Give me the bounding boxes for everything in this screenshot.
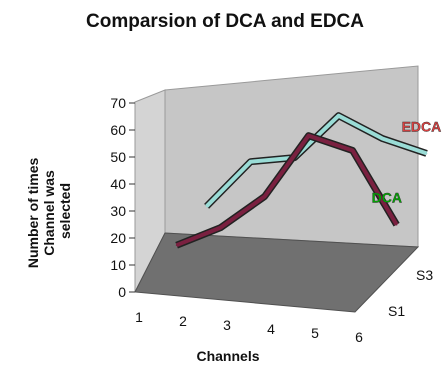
y-tick-label: 10	[110, 257, 126, 273]
data-point-edca	[205, 205, 208, 208]
x-tick-label: 5	[311, 325, 319, 341]
x-axis-title: Channels	[196, 348, 259, 364]
data-point-edca	[249, 160, 252, 163]
y-axis-title-line-1: Number of times	[25, 158, 41, 269]
y-tick-label: 50	[110, 149, 126, 165]
x-tick-label: 2	[179, 313, 187, 329]
data-point-edca	[381, 137, 384, 140]
floor	[134, 232, 420, 313]
x-tick-label: 1	[135, 309, 143, 325]
series-lines	[175, 112, 428, 249]
y-tick-label: 0	[118, 284, 126, 300]
data-point-dca	[175, 244, 178, 246]
y-tick-label: 70	[110, 95, 126, 111]
x-tick-label: 3	[223, 317, 231, 333]
y-axis-title-line-2: Channel was	[41, 170, 57, 256]
y-axis-ticks: 0 10 20 30 40 50 60 70	[110, 95, 135, 300]
y-axis-title: Number of times Channel was selected	[25, 154, 73, 268]
chart-title: Comparsion of DCA and EDCA	[86, 11, 364, 32]
data-point-dca	[395, 223, 398, 226]
data-point-edca	[425, 152, 428, 155]
y-tick-label: 40	[110, 176, 126, 192]
data-point-dca	[263, 195, 266, 198]
data-point-edca	[337, 114, 340, 117]
y-tick-label: 60	[110, 122, 126, 138]
y-tick-label: 20	[110, 230, 126, 246]
y-axis-title-line-3: selected	[57, 183, 73, 239]
x-tick-label: 6	[355, 329, 363, 345]
depth-axis-ticks: S1 S3	[388, 267, 433, 319]
data-point-dca	[307, 134, 310, 137]
series-label-edca: EDCA	[402, 118, 442, 134]
data-point-dca	[219, 226, 222, 229]
depth-tick-label: S1	[388, 303, 405, 319]
series-label-dca: DCA	[372, 190, 402, 206]
series-line-dca	[175, 133, 399, 248]
x-axis-ticks: 1 2 3 4 5 6	[135, 309, 363, 345]
y-tick-label: 30	[110, 203, 126, 219]
depth-tick-label: S3	[416, 267, 433, 283]
x-tick-label: 4	[267, 321, 275, 337]
data-point-dca	[351, 149, 354, 152]
series-labels: DCA EDCA	[371, 118, 442, 206]
